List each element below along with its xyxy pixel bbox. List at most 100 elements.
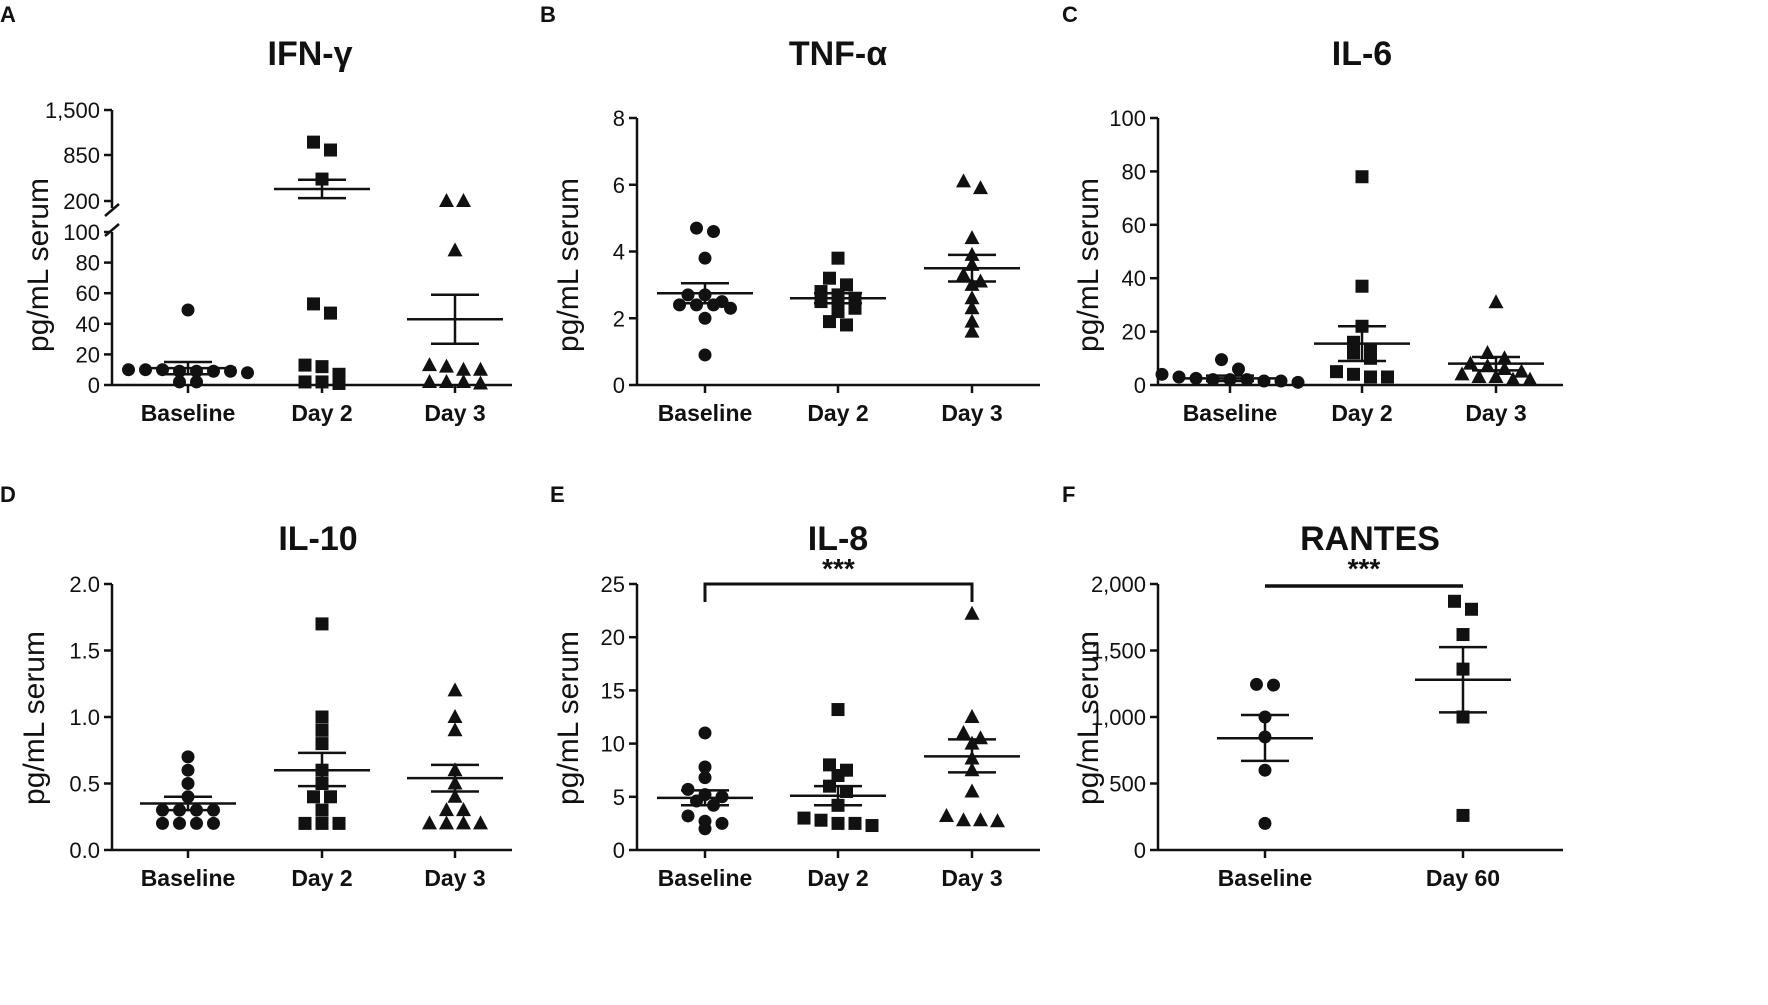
x-tick-label: Day 3	[941, 400, 1002, 426]
data-point	[814, 285, 828, 299]
chart-title: IL-10	[278, 520, 357, 558]
y-tick-label: 1.0	[69, 705, 100, 730]
data-point	[831, 305, 845, 319]
data-point	[447, 709, 463, 723]
x-tick-label: Baseline	[658, 400, 753, 426]
data-point	[439, 358, 454, 373]
data-point	[173, 375, 186, 389]
data-point	[473, 815, 488, 830]
data-point	[324, 306, 337, 320]
data-point	[181, 303, 195, 317]
data-point	[1364, 370, 1377, 384]
data-point	[831, 251, 845, 265]
data-point	[1347, 367, 1360, 381]
data-point	[707, 224, 720, 238]
data-point	[707, 298, 720, 312]
data-point	[315, 816, 329, 830]
data-point	[681, 288, 695, 302]
y-axis-label: pg/mL serum	[1072, 178, 1105, 352]
data-point	[964, 323, 980, 338]
y-tick-label: 15	[601, 678, 625, 703]
data-point	[456, 815, 471, 830]
data-point	[298, 358, 312, 372]
chart-title: IL-8	[808, 520, 868, 558]
data-point	[1347, 335, 1360, 349]
y-tick-label: 60	[1122, 213, 1146, 238]
y-axis-label: pg/mL serum	[552, 178, 585, 352]
axis-break-mark	[104, 203, 120, 217]
data-point	[447, 242, 463, 257]
data-point	[307, 135, 320, 149]
data-point	[1480, 358, 1495, 373]
y-tick-label: 0	[1134, 838, 1146, 863]
panel-d: D IL-10 pg/mL serum 0.0 0.5 1.0 1.5 2.0 Basel…	[0, 482, 512, 891]
data-point	[122, 363, 135, 377]
data-point	[332, 376, 346, 390]
data-point	[690, 298, 703, 312]
x-tick-label: Day 2	[291, 400, 352, 426]
data-point	[1172, 370, 1186, 384]
data-point	[473, 375, 488, 390]
data-point	[840, 278, 853, 292]
y-axis-label: pg/mL serum	[18, 631, 51, 805]
data-point	[1456, 710, 1470, 724]
y-tick-label: 0.5	[69, 772, 100, 797]
data-point	[964, 230, 980, 245]
data-point	[840, 318, 853, 332]
data-point	[1488, 294, 1504, 309]
data-point	[1267, 678, 1280, 692]
data-point	[207, 364, 220, 378]
data-point	[990, 813, 1005, 828]
y-tick-label: 6	[613, 173, 625, 198]
y-tick-label: 60	[76, 281, 100, 306]
y-tick-label: 80	[1122, 159, 1146, 184]
data-point	[456, 193, 471, 207]
data-point	[698, 348, 712, 362]
y-tick-label: 0	[613, 373, 625, 398]
data-point	[1465, 602, 1478, 616]
data-point	[456, 361, 471, 376]
significance-label: ***	[822, 553, 855, 584]
y-tick-label: 850	[63, 143, 100, 168]
data-point	[1257, 374, 1271, 388]
data-point	[1274, 374, 1288, 388]
data-point	[422, 815, 437, 830]
data-point	[964, 313, 980, 328]
data-point	[1291, 375, 1305, 389]
y-tick-label: 100	[63, 220, 100, 245]
data-point	[1250, 677, 1263, 691]
x-tick-label: Day 2	[291, 865, 352, 891]
y-tick-label: 2,000	[1091, 572, 1146, 597]
data-point	[964, 605, 980, 620]
data-point	[1456, 628, 1470, 642]
data-point	[698, 311, 712, 325]
data-point	[698, 822, 712, 836]
panel-c: C IL-6 pg/mL serum 0 20 40 60 80 100 Baseline D…	[1062, 2, 1563, 426]
panel-letter: A	[0, 2, 16, 27]
data-point	[814, 813, 828, 827]
data-point	[673, 298, 686, 312]
y-tick-label: 80	[76, 251, 100, 276]
x-tick-label: Day 3	[424, 400, 485, 426]
data-point	[439, 193, 454, 207]
y-tick-label: 0	[88, 373, 100, 398]
chart-title: TNF-α	[789, 35, 887, 73]
data-point	[422, 357, 437, 372]
data-point	[681, 809, 695, 823]
panel-a: A IFN-γ pg/mL serum 0 20 40 60 80 100 200 850 1,…	[0, 2, 512, 426]
y-tick-label: 8	[613, 106, 625, 131]
data-point	[831, 816, 845, 830]
data-point	[315, 617, 329, 631]
data-point	[1456, 808, 1470, 822]
y-axis-label: pg/mL serum	[552, 631, 585, 805]
data-point	[307, 297, 320, 311]
data-point	[956, 173, 971, 188]
data-point	[964, 300, 980, 315]
chart-title: RANTES	[1300, 520, 1440, 558]
panel-letter: C	[1062, 2, 1078, 27]
data-point	[224, 364, 237, 378]
data-point	[315, 375, 329, 389]
y-axis-label: pg/mL serum	[22, 178, 55, 352]
data-point	[690, 221, 703, 235]
y-tick-label: 2	[613, 306, 625, 331]
